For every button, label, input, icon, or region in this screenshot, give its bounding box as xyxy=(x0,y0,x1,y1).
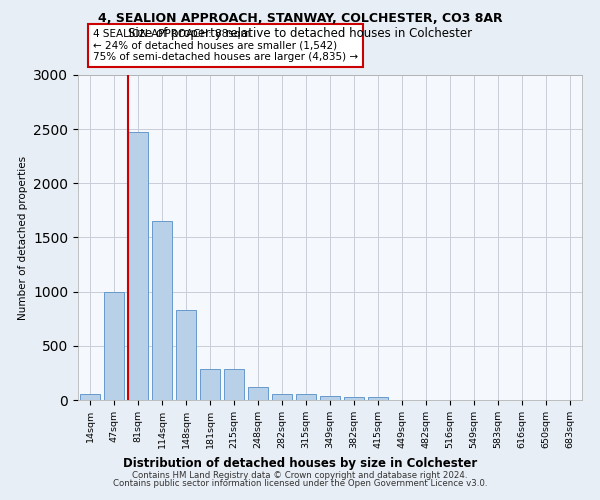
Bar xyxy=(80,394,100,400)
Text: 4, SEALION APPROACH, STANWAY, COLCHESTER, CO3 8AR: 4, SEALION APPROACH, STANWAY, COLCHESTER… xyxy=(98,12,502,26)
Text: Contains HM Land Registry data © Crown copyright and database right 2024.: Contains HM Land Registry data © Crown c… xyxy=(132,471,468,480)
Bar xyxy=(224,368,244,400)
Text: 4 SEALION APPROACH: 88sqm
← 24% of detached houses are smaller (1,542)
75% of se: 4 SEALION APPROACH: 88sqm ← 24% of detac… xyxy=(93,29,358,62)
Y-axis label: Number of detached properties: Number of detached properties xyxy=(17,156,28,320)
Text: Size of property relative to detached houses in Colchester: Size of property relative to detached ho… xyxy=(128,28,472,40)
Bar xyxy=(176,310,196,400)
Bar xyxy=(344,398,364,400)
Bar xyxy=(104,292,124,400)
Bar xyxy=(296,394,316,400)
Bar xyxy=(200,368,220,400)
Bar xyxy=(368,397,388,400)
Bar xyxy=(128,132,148,400)
Bar xyxy=(248,387,268,400)
Bar xyxy=(272,394,292,400)
Bar xyxy=(152,221,172,400)
Text: Contains public sector information licensed under the Open Government Licence v3: Contains public sector information licen… xyxy=(113,478,487,488)
Bar xyxy=(320,396,340,400)
Text: Distribution of detached houses by size in Colchester: Distribution of detached houses by size … xyxy=(123,457,477,470)
